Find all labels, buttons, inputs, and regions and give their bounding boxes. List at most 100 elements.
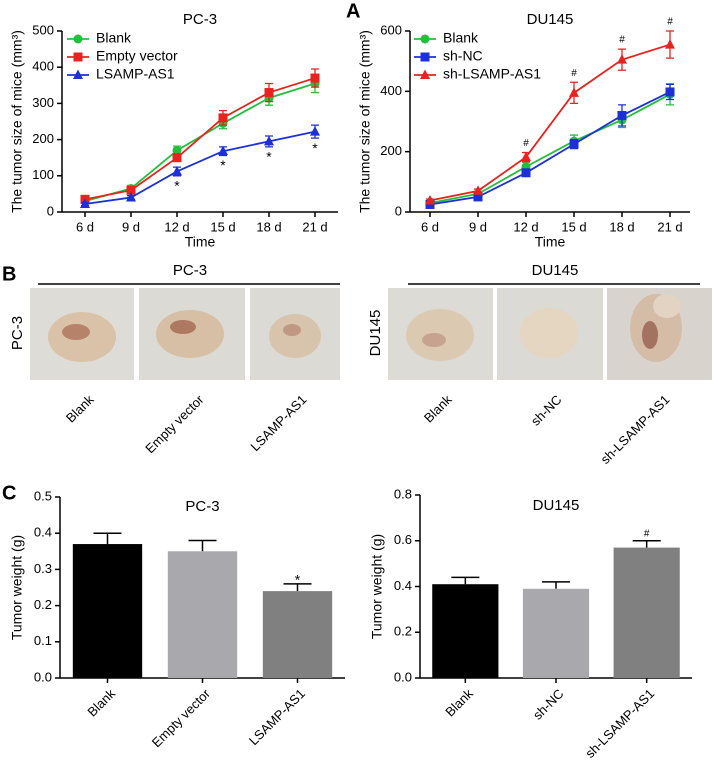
legend-marker — [73, 69, 83, 79]
annotation: # — [667, 17, 673, 28]
y-tick-label: 0.4 — [394, 578, 412, 593]
x-tick-label: 21 d — [302, 219, 327, 234]
legend-label: LSAMP-AS1 — [96, 66, 175, 82]
y-tick-label: 100 — [32, 167, 54, 182]
panel-label: B — [2, 263, 16, 285]
x-tick-label: Empty vector — [149, 685, 214, 750]
y-tick-label: 600 — [380, 22, 402, 37]
bar — [522, 588, 590, 678]
annotation: * — [266, 149, 272, 165]
error-bar — [542, 581, 570, 589]
marker — [569, 139, 579, 149]
photo-side-label: PC-3 — [9, 316, 26, 350]
annotation: * — [220, 157, 226, 173]
marker — [172, 145, 182, 155]
y-tick-label: 500 — [32, 22, 54, 37]
marker — [665, 39, 675, 49]
legend-marker — [73, 34, 83, 44]
x-tick-label: sh-NC — [530, 686, 567, 723]
y-axis-title: The tumor size of mice (mm³) — [357, 30, 373, 213]
y-tick-label: 0.2 — [394, 624, 412, 639]
x-tick-label: 12 d — [164, 219, 189, 234]
marker — [218, 113, 228, 123]
x-tick-label: Blank — [442, 686, 476, 720]
photo-label: Empty vector — [142, 391, 207, 456]
x-tick-label: 9 d — [122, 219, 140, 234]
x-tick-label: 6 d — [421, 219, 439, 234]
marker — [126, 185, 136, 195]
marker — [473, 185, 483, 195]
x-tick-label: 9 d — [469, 219, 487, 234]
photo-label: Blank — [421, 392, 455, 426]
x-tick-label: 18 d — [256, 219, 281, 234]
x-axis-title: Time — [535, 234, 566, 250]
photo — [30, 288, 134, 380]
legend-marker — [420, 69, 430, 79]
y-tick-label: 0.0 — [394, 669, 412, 684]
legend-marker — [420, 34, 430, 44]
marker — [172, 165, 182, 176]
legend-label: sh-LSAMP-AS1 — [443, 66, 541, 82]
error-bar — [93, 532, 122, 545]
bar — [72, 544, 143, 678]
chart-title: PC-3 — [183, 11, 217, 28]
x-tick-label: 12 d — [513, 219, 538, 234]
x-axis-title: Time — [185, 234, 216, 250]
legend-marker — [73, 52, 83, 62]
photo-label: LSAMP-AS1 — [247, 392, 309, 454]
x-tick-label: 18 d — [609, 219, 634, 234]
y-tick-label: 0.4 — [34, 525, 52, 540]
x-tick-label: Blank — [84, 686, 118, 720]
photo — [388, 288, 493, 380]
panel-label: C — [2, 482, 16, 504]
legend-marker — [420, 52, 430, 62]
marker — [521, 168, 531, 178]
photo-label: Blank — [63, 392, 97, 426]
marker — [617, 110, 627, 120]
legend-label: Blank — [443, 30, 479, 46]
x-tick-label: LSAMP-AS1 — [246, 686, 308, 748]
marker — [310, 126, 320, 136]
marker — [126, 192, 136, 202]
marker — [617, 54, 627, 64]
y-tick-label: 0.2 — [34, 597, 52, 612]
chart-title: DU145 — [527, 11, 574, 28]
y-tick-label: 300 — [32, 95, 54, 110]
marker — [218, 145, 228, 156]
marker — [665, 87, 675, 97]
series-line — [429, 43, 671, 202]
marker — [569, 87, 579, 97]
y-tick-label: 0.3 — [34, 561, 52, 576]
photo-group-title: PC-3 — [173, 262, 207, 279]
photo-side-label: DU145 — [367, 310, 384, 357]
series-line — [84, 77, 316, 201]
photo — [250, 288, 340, 380]
error-bar — [188, 539, 217, 552]
annotation: # — [523, 138, 529, 149]
y-axis-title: Tumor weight (g) — [9, 535, 25, 640]
error-bar — [451, 576, 480, 585]
error-bar — [283, 583, 312, 592]
annotation: # — [644, 528, 650, 539]
series-line — [429, 91, 671, 206]
error-bar — [632, 540, 661, 548]
annotation: * — [174, 178, 180, 194]
marker — [310, 73, 320, 83]
annotation: # — [571, 68, 577, 79]
y-tick-label: 400 — [32, 59, 54, 74]
x-tick-label: 6 d — [76, 219, 94, 234]
y-tick-label: 0 — [47, 203, 54, 218]
photo — [607, 288, 712, 380]
x-tick-label: sh-LSAMP-AS1 — [582, 686, 657, 761]
photo-label: sh-NC — [528, 392, 565, 429]
y-axis-title: The tumor size of mice (mm³) — [9, 30, 25, 213]
photo-label: sh-LSAMP-AS1 — [598, 392, 673, 467]
legend-label: Empty vector — [96, 48, 178, 64]
series-line — [84, 130, 316, 205]
y-tick-label: 200 — [380, 143, 402, 158]
marker — [264, 88, 274, 98]
series-line — [429, 93, 671, 204]
y-tick-label: 400 — [380, 83, 402, 98]
legend-label: sh-NC — [443, 48, 483, 64]
